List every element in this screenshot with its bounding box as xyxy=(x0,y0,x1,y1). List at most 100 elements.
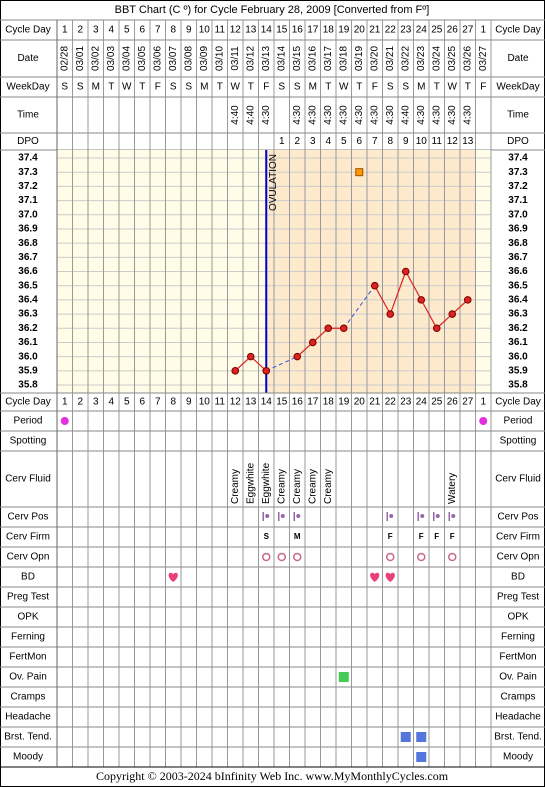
cycle-day-cell: 12 xyxy=(230,397,242,408)
cycle_day-cell: 27 xyxy=(462,25,474,36)
cycle_day-cell: 18 xyxy=(323,25,335,36)
row-label: Cerv Firm xyxy=(496,532,540,543)
y-tick-label: 36.8 xyxy=(508,238,528,249)
cycle-day-cell: 26 xyxy=(447,397,459,408)
row-label: Cerv Opn xyxy=(497,552,540,563)
y-tick-label: 37.4 xyxy=(508,153,528,164)
opening xyxy=(293,552,302,562)
temp-point xyxy=(262,367,271,375)
cycle-day-cell: 13 xyxy=(245,397,257,408)
cycle_day-cell: 26 xyxy=(447,25,459,36)
weekday-cell: S xyxy=(387,82,394,93)
y-tick-label: 35.8 xyxy=(508,380,528,391)
cycle-day-cell: 22 xyxy=(385,397,397,408)
date-cell: 03/08 xyxy=(183,46,194,71)
time-cell: 4:30 xyxy=(385,105,396,125)
weekday-cell: F xyxy=(155,82,161,93)
weekday-cell: S xyxy=(185,82,192,93)
row-label: Ferning xyxy=(501,632,535,643)
cycle-day-cell: 25 xyxy=(431,397,443,408)
fluid-text: Eggwhite xyxy=(245,462,256,504)
row-label: Cramps xyxy=(10,692,45,703)
time-cell: 4:40 xyxy=(245,105,256,125)
temp-point xyxy=(448,310,457,318)
row-label: Cerv Firm xyxy=(6,532,50,543)
opening xyxy=(448,552,457,562)
row-label: FertMon xyxy=(9,652,46,663)
cycle_day-cell: 17 xyxy=(307,25,319,36)
pos-dot xyxy=(265,514,270,518)
cycle_day-cell: 24 xyxy=(416,25,428,36)
date-cell: 03/01 xyxy=(75,46,86,71)
dpo-cell: 5 xyxy=(341,136,347,147)
cycle-day-cell: 24 xyxy=(416,397,428,408)
temp-point xyxy=(401,267,410,276)
cycle_day-cell: 12 xyxy=(230,25,242,36)
firm-letter: M xyxy=(294,532,301,541)
y-tick-label: 36.1 xyxy=(18,337,38,348)
weekday-cell: F xyxy=(372,82,378,93)
opening xyxy=(417,552,426,562)
row-label: Brst. Tend. xyxy=(494,732,542,743)
row-label: Cerv Fluid xyxy=(5,474,51,485)
firm-letter: F xyxy=(434,532,439,541)
row-label: DPO xyxy=(17,136,39,147)
y-tick-label: 36.7 xyxy=(18,252,38,263)
weekday-cell: S xyxy=(402,82,409,93)
pos-dot xyxy=(451,514,456,518)
fluid-text: Creamy xyxy=(230,469,241,504)
y-tick-label: 36.1 xyxy=(508,337,528,348)
y-tick-label: 36.0 xyxy=(18,351,38,362)
cycle-day-cell: 1 xyxy=(480,397,486,408)
y-tick-label: 36.4 xyxy=(508,295,528,306)
cycle-day-cell: 18 xyxy=(323,397,335,408)
y-tick-label: 36.9 xyxy=(508,224,528,235)
weekday-cell: M xyxy=(309,82,317,93)
date-cell: 02/28 xyxy=(59,46,70,71)
time-cell: 4:30 xyxy=(323,105,334,125)
dpo-cell: 3 xyxy=(310,136,316,147)
cycle-day-cell: 2 xyxy=(77,397,83,408)
y-tick-label: 37.0 xyxy=(18,209,38,220)
time-cell: 4:30 xyxy=(338,105,349,125)
date-cell: 03/11 xyxy=(230,46,241,71)
row-label: Period xyxy=(504,416,533,427)
heart xyxy=(385,572,395,582)
weekday-cell: F xyxy=(480,82,486,93)
cycle-day-cell: 14 xyxy=(261,397,273,408)
cycle-day-cell: 19 xyxy=(338,397,350,408)
date-cell: 03/10 xyxy=(214,46,225,71)
row-label: Date xyxy=(507,53,529,64)
date-cell: 03/21 xyxy=(385,46,396,71)
temp-point xyxy=(231,367,240,375)
weekday-cell: T xyxy=(356,82,362,93)
weekday-cell: W xyxy=(122,82,132,93)
opening xyxy=(277,552,286,562)
row-label: Preg Test xyxy=(497,592,539,603)
cycle-day-cell: 3 xyxy=(93,397,99,408)
firm-letter: F xyxy=(419,532,424,541)
cycle-day-cell: 17 xyxy=(307,397,319,408)
row-label: Cerv Pos xyxy=(7,512,48,523)
cycle_day-cell: 21 xyxy=(369,25,381,36)
row-label: Spotting xyxy=(500,436,537,447)
weekday-cell: T xyxy=(139,82,145,93)
row-label: WeekDay xyxy=(496,82,539,93)
symptom-square xyxy=(416,732,427,742)
y-tick-label: 36.4 xyxy=(18,295,38,306)
date-cell: 03/03 xyxy=(106,46,117,71)
cycle-day-cell: 7 xyxy=(155,397,161,408)
time-cell: 4:30 xyxy=(431,105,442,125)
row-label: Ferning xyxy=(11,632,45,643)
row-label: Headache xyxy=(495,712,541,723)
y-tick-label: 37.1 xyxy=(508,195,528,206)
cycle-day-cell: 6 xyxy=(139,397,145,408)
ovulation-label: OVULATION xyxy=(268,154,279,211)
cycle-day-cell: 8 xyxy=(170,397,176,408)
row-label: DPO xyxy=(507,136,529,147)
temp-point xyxy=(432,324,441,333)
gap-line xyxy=(343,285,376,329)
temp-point xyxy=(293,352,302,361)
row-label: Cramps xyxy=(500,692,535,703)
weekday-cell: W xyxy=(448,82,458,93)
